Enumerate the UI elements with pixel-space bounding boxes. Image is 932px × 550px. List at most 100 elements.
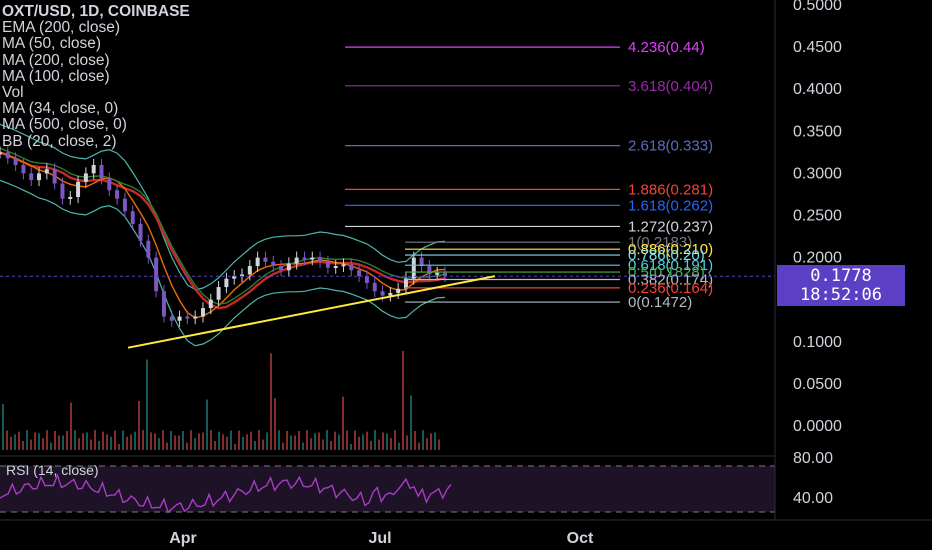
volume-bar <box>434 432 436 450</box>
indicator-ma-34[interactable]: MA (34, close, 0) <box>2 100 119 118</box>
volume-bar <box>238 430 240 450</box>
candle-body <box>427 266 432 275</box>
indicator-legend: OXT/USD, 1D, COINBASE EMA (200, close) M… <box>2 3 190 150</box>
indicator-vol[interactable]: Vol <box>2 84 24 102</box>
candle-body <box>193 316 198 319</box>
candle-body <box>372 282 377 292</box>
candle-body <box>333 266 338 269</box>
indicator-ema-200[interactable]: EMA (200, close) <box>2 19 121 37</box>
symbol-title[interactable]: OXT/USD, 1D, COINBASE <box>2 3 190 20</box>
volume-bar <box>162 430 164 450</box>
rsi-band <box>0 466 775 512</box>
volume-bar <box>130 434 132 450</box>
candle-body <box>169 316 174 321</box>
volume-bar <box>254 440 256 450</box>
volume-bar <box>366 431 368 450</box>
y-tick-label: 0.0500 <box>793 376 842 393</box>
volume-bar <box>414 431 416 450</box>
candle-body <box>310 257 315 260</box>
y-tick-label: 0.3000 <box>793 165 842 182</box>
trendline[interactable] <box>127 275 496 349</box>
volume-bar <box>394 430 396 450</box>
volume-bar <box>362 434 364 450</box>
ma-line-green <box>0 147 446 306</box>
candle-body <box>99 164 104 179</box>
volume-bar <box>206 399 208 450</box>
ma-line-orange <box>0 151 446 319</box>
price-axis: 0.5000 0.4500 0.4000 0.3500 0.3000 0.2500 0.20… <box>0 0 932 521</box>
volume-bar <box>90 439 92 450</box>
candle-body <box>161 291 166 317</box>
volume-bars <box>2 350 440 450</box>
candle-body <box>341 264 346 267</box>
x-tick-label: Jul <box>368 530 391 547</box>
volume-bar <box>174 435 176 450</box>
rsi-pane: 80.00 40.00 <box>0 450 833 514</box>
volume-bar <box>198 433 200 450</box>
volume-bar <box>154 433 156 450</box>
volume-bar <box>118 443 120 450</box>
candle-body <box>21 164 26 174</box>
volume-bar <box>226 436 228 450</box>
volume-bar <box>78 438 80 450</box>
fib-level-label: 0(0.1472) <box>628 294 692 311</box>
volume-bar <box>278 430 280 450</box>
volume-bar <box>350 443 352 450</box>
candle-body <box>396 288 401 293</box>
volume-bar <box>222 434 224 450</box>
bollinger-bands <box>0 123 446 347</box>
indicator-ma-100[interactable]: MA (100, close) <box>2 67 110 85</box>
candle-body <box>279 266 284 271</box>
fib-level-label: 1.618(0.262) <box>628 197 713 214</box>
fib-level-label: 1(0.2183) <box>628 234 692 251</box>
y-tick-label: 0.2500 <box>793 208 842 225</box>
volume-bar <box>194 438 196 450</box>
volume-bar <box>30 439 32 450</box>
volume-bar <box>318 432 320 450</box>
indicator-ma-50[interactable]: MA (50, close) <box>2 35 102 53</box>
y-tick-label: 0.4500 <box>793 39 842 56</box>
volume-bar <box>406 435 408 450</box>
fib-extension: 4.236(0.44) 3.618(0.404) 2.618(0.333) 1.886… <box>0 39 775 311</box>
indicator-ma-500[interactable]: MA (500, close, 0) <box>2 116 127 134</box>
volume-bar <box>322 439 324 450</box>
candle-body <box>403 278 408 289</box>
volume-bar <box>86 432 88 450</box>
indicator-bb[interactable]: BB (20, close, 2) <box>2 132 117 150</box>
volume-bar <box>266 432 268 450</box>
volume-bar <box>102 431 104 450</box>
volume-bar <box>314 433 316 450</box>
volume-bar <box>50 442 52 450</box>
indicator-ma-200[interactable]: MA (200, close) <box>2 51 110 69</box>
volume-bar <box>6 430 8 450</box>
volume-bar <box>374 430 376 450</box>
candle-body <box>271 261 276 267</box>
fib-level-label: 0.786(0.20) <box>628 247 705 264</box>
candle-body <box>364 276 369 283</box>
volume-bar <box>342 396 344 450</box>
x-tick-label: Oct <box>567 530 594 547</box>
volume-bar <box>398 442 400 450</box>
rsi-label[interactable]: RSI (14, close) <box>6 462 99 478</box>
candle-body <box>76 181 81 197</box>
candle-body <box>302 257 307 260</box>
volume-bar <box>82 433 84 450</box>
volume-bar <box>166 442 168 450</box>
candle-body <box>357 270 362 277</box>
volume-bar <box>98 441 100 450</box>
candle-body <box>286 263 291 271</box>
candle-body <box>208 299 213 309</box>
volume-bar <box>262 439 264 450</box>
y-tick-label: 0.4000 <box>793 81 842 98</box>
volume-bar <box>390 438 392 450</box>
candle-body <box>349 264 354 271</box>
ma-line-red <box>0 151 446 310</box>
volume-bar <box>158 438 160 450</box>
volume-bar <box>186 442 188 450</box>
candle-body <box>380 291 385 296</box>
candle-body <box>255 257 260 267</box>
candle-body <box>419 257 424 267</box>
volume-bar <box>202 432 204 450</box>
volume-bar <box>114 430 116 450</box>
